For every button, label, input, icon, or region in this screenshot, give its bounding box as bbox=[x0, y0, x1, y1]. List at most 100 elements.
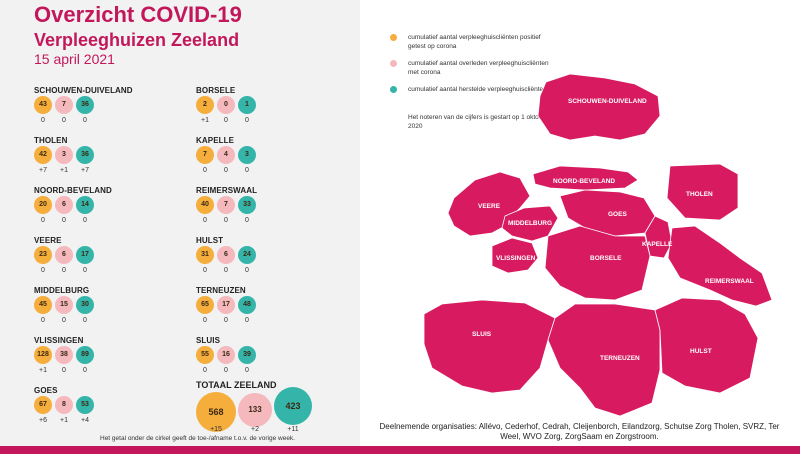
deceased-circle: 4 bbox=[217, 146, 235, 164]
map-label-borsele: BORSELE bbox=[590, 255, 622, 262]
region-block: SLUIS 55 0 16 0 39 0 bbox=[196, 336, 346, 384]
map-label-noord-beveland: NOORD-BEVELAND bbox=[553, 178, 615, 185]
positive-circle: 42 bbox=[34, 146, 52, 164]
page-subtitle: Verpleeghuizen Zeeland bbox=[34, 30, 240, 50]
recovered-circle: 48 bbox=[238, 296, 256, 314]
positive-delta: +7 bbox=[39, 167, 47, 174]
map-noord-beveland bbox=[532, 165, 639, 191]
legend-recovered-label: cumulatief aantal herstelde verpleeghuis… bbox=[408, 86, 547, 93]
bottom-bar bbox=[0, 446, 800, 454]
recovered-circle: 39 bbox=[238, 346, 256, 364]
recovered-delta: 0 bbox=[83, 267, 87, 274]
map-label-kapelle: KAPELLE bbox=[642, 241, 673, 248]
map-label-middelburg: MIDDELBURG bbox=[508, 220, 552, 227]
recovered-circle: 36 bbox=[76, 96, 94, 114]
deceased-circle: 0 bbox=[217, 96, 235, 114]
deceased-circle: 3 bbox=[55, 146, 73, 164]
legend-recovered-dot bbox=[390, 86, 397, 93]
total-title: TOTAAL ZEELAND bbox=[196, 380, 277, 390]
deceased-circle: 15 bbox=[55, 296, 73, 314]
total-deceased-circle: 133 bbox=[238, 393, 272, 427]
region-name: SCHOUWEN-DUIVELAND bbox=[34, 86, 133, 95]
deceased-circle: 38 bbox=[55, 346, 73, 364]
region-block: VEERE 23 0 6 0 17 0 bbox=[34, 236, 184, 284]
region-block: THOLEN 42 +7 3 +1 36 +7 bbox=[34, 136, 184, 184]
positive-delta: 0 bbox=[41, 317, 45, 324]
positive-delta: +1 bbox=[39, 367, 47, 374]
recovered-delta: 0 bbox=[83, 317, 87, 324]
deceased-delta: 0 bbox=[224, 367, 228, 374]
deceased-delta: 0 bbox=[62, 117, 66, 124]
recovered-delta: 0 bbox=[83, 367, 87, 374]
total-positive-delta: +15 bbox=[210, 426, 222, 433]
map-label-reimerswaal: REIMERSWAAL bbox=[705, 278, 754, 285]
legend-positive-dot bbox=[390, 34, 397, 41]
region-block: BORSELE 2 +1 0 0 1 0 bbox=[196, 86, 346, 134]
region-block: TERNEUZEN 65 0 17 0 48 0 bbox=[196, 286, 346, 334]
region-name: BORSELE bbox=[196, 86, 236, 95]
positive-delta: 0 bbox=[203, 217, 207, 224]
map-label-hulst: HULST bbox=[690, 348, 712, 355]
deceased-delta: 0 bbox=[224, 317, 228, 324]
deceased-delta: +1 bbox=[60, 417, 68, 424]
deceased-circle: 17 bbox=[217, 296, 235, 314]
deceased-delta: 0 bbox=[224, 267, 228, 274]
positive-circle: 55 bbox=[196, 346, 214, 364]
positive-circle: 43 bbox=[34, 96, 52, 114]
map-borsele bbox=[544, 225, 651, 301]
recovered-circle: 17 bbox=[76, 246, 94, 264]
map-terneuzen bbox=[547, 303, 661, 417]
recovered-delta: 0 bbox=[245, 117, 249, 124]
deceased-delta: 0 bbox=[224, 217, 228, 224]
recovered-circle: 89 bbox=[76, 346, 94, 364]
deceased-delta: 0 bbox=[62, 367, 66, 374]
positive-delta: 0 bbox=[41, 117, 45, 124]
deceased-circle: 8 bbox=[55, 396, 73, 414]
positive-delta: 0 bbox=[203, 367, 207, 374]
recovered-delta: 0 bbox=[245, 167, 249, 174]
region-block: GOES 67 +6 8 +1 53 +4 bbox=[34, 386, 184, 434]
region-block: VLISSINGEN 128 +1 38 0 89 0 bbox=[34, 336, 184, 384]
positive-circle: 7 bbox=[196, 146, 214, 164]
region-block: MIDDELBURG 45 0 15 0 30 0 bbox=[34, 286, 184, 334]
legend-note: Het noteren van de cijfers is gestart op… bbox=[408, 114, 549, 130]
region-name: TERNEUZEN bbox=[196, 286, 246, 295]
positive-circle: 2 bbox=[196, 96, 214, 114]
legend-deceased-dot bbox=[390, 60, 397, 67]
recovered-delta: 0 bbox=[245, 267, 249, 274]
zeeland-map: SCHOUWEN-DUIVELAND NOORD-BEVELAND THOLEN… bbox=[423, 73, 773, 417]
recovered-delta: +7 bbox=[81, 167, 89, 174]
region-block: SCHOUWEN-DUIVELAND 43 0 7 0 36 0 bbox=[34, 86, 184, 134]
region-name: VEERE bbox=[34, 236, 62, 245]
map-hulst bbox=[654, 297, 759, 394]
deceased-delta: 0 bbox=[62, 317, 66, 324]
positive-circle: 65 bbox=[196, 296, 214, 314]
positive-delta: +6 bbox=[39, 417, 47, 424]
recovered-circle: 3 bbox=[238, 146, 256, 164]
region-block: REIMERSWAAL 40 0 7 0 33 0 bbox=[196, 186, 346, 234]
map-label-veere: VEERE bbox=[478, 203, 501, 210]
recovered-delta: 0 bbox=[83, 117, 87, 124]
map-sluis bbox=[423, 299, 556, 394]
map-label-tholen: THOLEN bbox=[686, 191, 713, 198]
report-date: 15 april 2021 bbox=[34, 51, 115, 67]
region-name: KAPELLE bbox=[196, 136, 235, 145]
footnote: Het getal onder de cirkel geeft de toe-/… bbox=[100, 435, 295, 442]
region-name: SLUIS bbox=[196, 336, 221, 345]
positive-delta: 0 bbox=[41, 267, 45, 274]
positive-delta: 0 bbox=[203, 167, 207, 174]
map-label-schouwen: SCHOUWEN-DUIVELAND bbox=[568, 98, 647, 105]
region-name: REIMERSWAAL bbox=[196, 186, 258, 195]
recovered-circle: 24 bbox=[238, 246, 256, 264]
map-reimerswaal bbox=[667, 225, 773, 307]
recovered-delta: +4 bbox=[81, 417, 89, 424]
map-label-sluis: SLUIS bbox=[472, 331, 492, 338]
recovered-circle: 36 bbox=[76, 146, 94, 164]
positive-delta: +1 bbox=[201, 117, 209, 124]
positive-circle: 67 bbox=[34, 396, 52, 414]
deceased-circle: 7 bbox=[55, 96, 73, 114]
map-tholen bbox=[666, 163, 739, 221]
region-block: KAPELLE 7 0 4 0 3 0 bbox=[196, 136, 346, 184]
positive-delta: 0 bbox=[41, 217, 45, 224]
recovered-delta: 0 bbox=[245, 367, 249, 374]
